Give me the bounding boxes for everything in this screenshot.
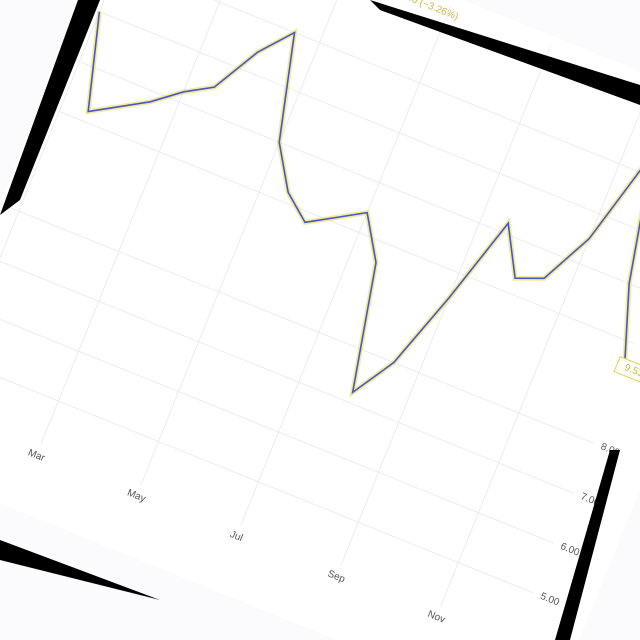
grid-line	[0, 203, 594, 444]
grid-line	[440, 86, 640, 607]
grid-line	[340, 46, 552, 566]
grid-line	[0, 252, 574, 494]
grid-line	[140, 0, 352, 486]
frame-edge	[370, 0, 640, 105]
grid-line	[40, 0, 252, 445]
grid-line	[60, 53, 640, 295]
grid-line	[40, 103, 635, 345]
frame-edge	[555, 450, 620, 640]
price-line	[87, 11, 640, 395]
frame-edge	[0, 540, 160, 600]
grid-line	[80, 3, 640, 245]
frame-edge	[0, 0, 100, 215]
last-price-box	[613, 356, 640, 386]
grid-line	[0, 0, 152, 405]
x-tick-label: Jul	[228, 529, 244, 544]
grid-line	[0, 302, 554, 544]
grid-line	[100, 0, 640, 195]
grid-line	[0, 352, 534, 594]
grid-line	[240, 5, 452, 526]
